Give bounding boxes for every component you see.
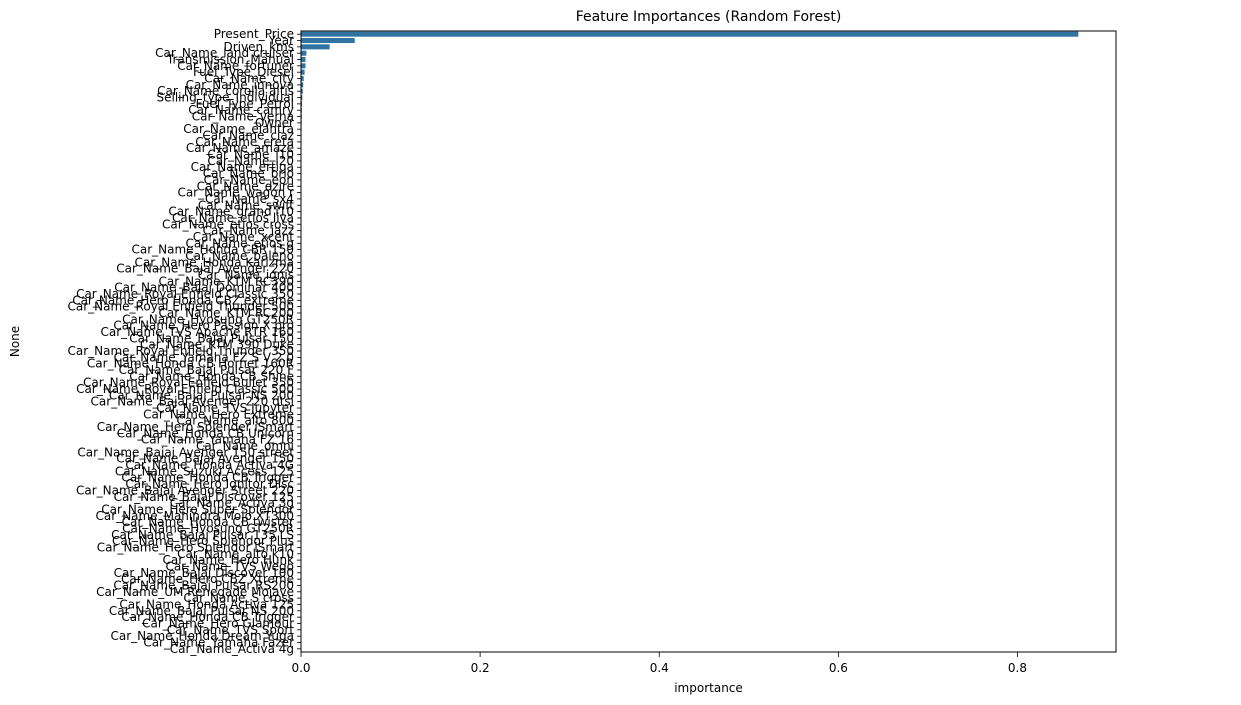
y-axis-label: None: [8, 326, 22, 357]
chart-title: Feature Importances (Random Forest): [576, 9, 842, 25]
x-tick-label: 0.8: [1008, 661, 1027, 675]
category-labels-group: Present_PriceYearDriven_kmsCar_Name_land…: [67, 27, 301, 656]
x-tick-label: 0.4: [650, 661, 669, 675]
bars-group: [301, 32, 1078, 652]
x-axis-label: importance: [674, 681, 743, 695]
x-tick-label: 0.0: [291, 661, 310, 675]
bar-4: [301, 57, 305, 62]
bar-6: [301, 70, 305, 75]
bar-1: [301, 38, 355, 43]
x-tick-label: 0.6: [829, 661, 848, 675]
x-tick-label: 0.2: [471, 661, 490, 675]
plot-frame: [301, 31, 1116, 652]
bar-0: [301, 32, 1078, 37]
bar-2: [301, 44, 330, 49]
bar-5: [301, 63, 305, 68]
bar-3: [301, 51, 306, 56]
x-ticks-group: 0.0 0.2 0.4 0.6 0.8: [291, 652, 1027, 675]
category-label: Car_Name_Activa 4g: [170, 642, 294, 656]
